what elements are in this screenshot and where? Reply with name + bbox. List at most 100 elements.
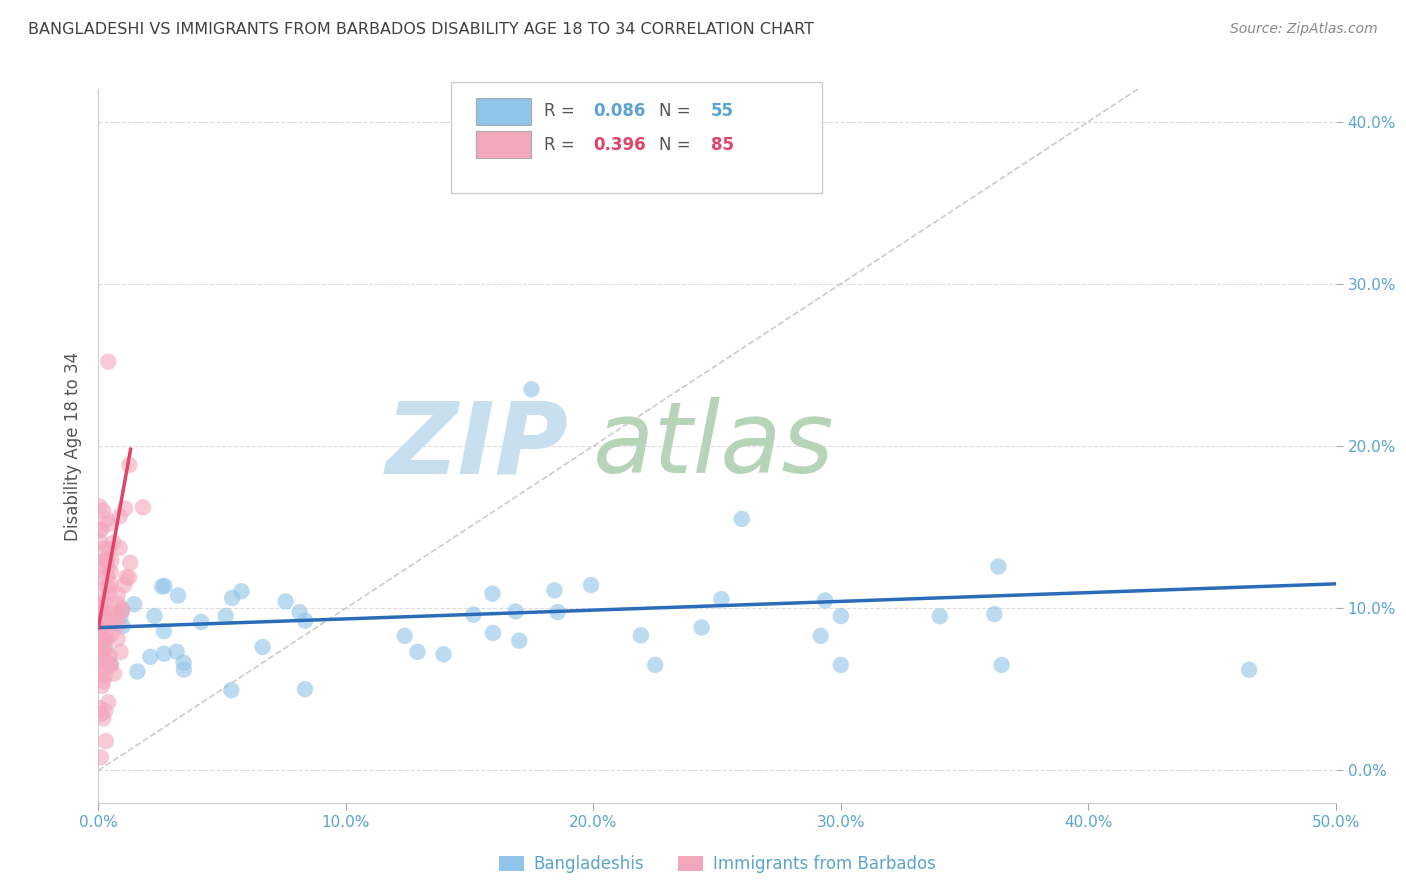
Text: 0.086: 0.086 — [593, 103, 645, 120]
Point — [108, 509, 131, 524]
Point — [89, 535, 111, 549]
Point — [97, 612, 120, 626]
Point — [294, 682, 316, 697]
Point — [105, 607, 128, 621]
Point — [91, 652, 114, 666]
Text: N =: N = — [659, 103, 696, 120]
Point — [107, 597, 129, 611]
Point — [112, 578, 135, 592]
Point — [96, 631, 118, 645]
Point — [153, 647, 176, 661]
Point — [98, 648, 121, 663]
Point — [93, 607, 115, 621]
Text: atlas: atlas — [593, 398, 835, 494]
Point — [94, 642, 117, 657]
Point — [89, 607, 111, 621]
Point — [93, 632, 115, 647]
Point — [100, 615, 122, 630]
Point — [90, 524, 112, 538]
Point — [89, 701, 111, 715]
Point — [93, 674, 115, 689]
Point — [231, 584, 253, 599]
Point — [710, 592, 733, 607]
Point — [107, 617, 129, 632]
Point — [111, 604, 134, 618]
Point — [103, 615, 125, 630]
Point — [89, 619, 111, 633]
Text: R =: R = — [544, 103, 579, 120]
Point — [690, 620, 713, 634]
Point — [406, 645, 429, 659]
Point — [94, 668, 117, 682]
Point — [97, 579, 120, 593]
Point — [731, 512, 754, 526]
Point — [481, 586, 503, 600]
Point — [132, 500, 155, 515]
Point — [139, 649, 162, 664]
Point — [89, 643, 111, 657]
Point — [90, 606, 112, 620]
Point — [89, 653, 111, 667]
Point — [118, 571, 141, 585]
Point — [814, 593, 837, 607]
Text: BANGLADESHI VS IMMIGRANTS FROM BARBADOS DISABILITY AGE 18 TO 34 CORRELATION CHAR: BANGLADESHI VS IMMIGRANTS FROM BARBADOS … — [28, 22, 814, 37]
Point — [830, 657, 852, 672]
Point — [987, 559, 1010, 574]
Point — [547, 605, 569, 619]
Point — [508, 633, 530, 648]
Point — [93, 652, 115, 666]
Point — [173, 656, 195, 670]
Point — [98, 658, 121, 673]
Point — [153, 624, 176, 639]
FancyBboxPatch shape — [475, 98, 531, 125]
Point — [96, 568, 118, 582]
Point — [94, 734, 117, 748]
Point — [90, 679, 112, 693]
Point — [103, 535, 125, 549]
Point — [990, 657, 1012, 672]
Point — [122, 597, 145, 611]
Point — [108, 541, 131, 555]
Point — [190, 615, 212, 629]
Point — [114, 501, 136, 516]
Point — [100, 577, 122, 591]
Point — [482, 626, 505, 640]
Point — [579, 578, 602, 592]
Y-axis label: Disability Age 18 to 34: Disability Age 18 to 34 — [65, 351, 83, 541]
Point — [288, 605, 311, 619]
Point — [110, 601, 132, 615]
Text: R =: R = — [544, 136, 579, 153]
Point — [93, 559, 115, 574]
Point — [100, 627, 122, 641]
Point — [111, 619, 134, 633]
Point — [98, 585, 121, 599]
Point — [221, 683, 243, 698]
Point — [252, 640, 274, 654]
Point — [810, 629, 832, 643]
Point — [167, 589, 190, 603]
Point — [100, 565, 122, 579]
Point — [644, 657, 666, 672]
Text: Source: ZipAtlas.com: Source: ZipAtlas.com — [1230, 22, 1378, 37]
Point — [143, 609, 166, 624]
Point — [101, 616, 124, 631]
Point — [294, 614, 316, 628]
Point — [150, 580, 173, 594]
Point — [983, 607, 1005, 621]
Point — [90, 666, 112, 681]
Point — [111, 603, 134, 617]
Point — [107, 610, 129, 624]
Point — [520, 382, 543, 396]
Point — [505, 604, 527, 618]
Point — [118, 458, 141, 472]
Point — [463, 607, 485, 622]
Point — [89, 523, 111, 537]
Point — [98, 657, 121, 672]
Point — [90, 609, 112, 624]
Point — [93, 541, 115, 556]
Point — [100, 553, 122, 567]
Point — [96, 513, 118, 527]
Point — [630, 628, 652, 642]
Point — [110, 645, 132, 659]
Text: 55: 55 — [711, 103, 734, 120]
